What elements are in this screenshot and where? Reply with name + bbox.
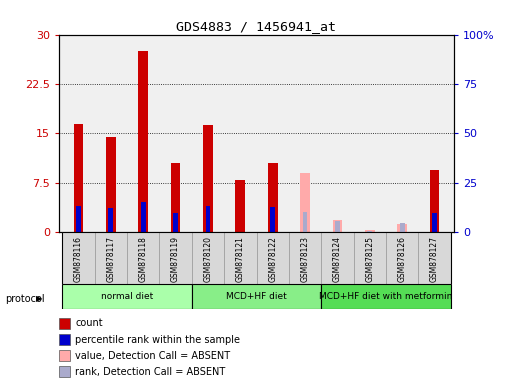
Bar — [432, 213, 437, 232]
Bar — [367, 231, 372, 232]
Bar — [300, 173, 310, 232]
Text: value, Detection Call = ABSENT: value, Detection Call = ABSENT — [75, 351, 230, 361]
Bar — [73, 124, 83, 232]
Text: GSM878124: GSM878124 — [333, 237, 342, 283]
Bar — [235, 180, 245, 232]
Bar — [303, 212, 307, 232]
Bar — [365, 230, 374, 232]
Bar — [256, 232, 289, 284]
Bar — [289, 232, 321, 284]
Bar — [62, 232, 94, 284]
Text: GSM878116: GSM878116 — [74, 237, 83, 283]
Text: GSM878120: GSM878120 — [204, 237, 212, 283]
Text: GSM878127: GSM878127 — [430, 237, 439, 283]
Bar — [173, 213, 178, 232]
Bar — [206, 205, 210, 232]
Text: rank, Detection Call = ABSENT: rank, Detection Call = ABSENT — [75, 367, 226, 377]
Bar — [224, 232, 256, 284]
Bar — [192, 284, 321, 309]
Text: count: count — [75, 318, 103, 328]
Bar — [139, 51, 148, 232]
Bar — [141, 202, 146, 232]
Bar — [386, 232, 419, 284]
Bar — [108, 208, 113, 232]
Bar — [321, 232, 353, 284]
Text: MCD+HF diet with metformin: MCD+HF diet with metformin — [319, 292, 452, 301]
Text: GSM878119: GSM878119 — [171, 237, 180, 283]
Bar — [321, 284, 451, 309]
Bar — [171, 163, 181, 232]
Bar — [419, 232, 451, 284]
Text: GSM878122: GSM878122 — [268, 237, 277, 282]
Bar — [76, 205, 81, 232]
Bar — [106, 137, 115, 232]
Bar — [400, 223, 405, 232]
Text: GSM878117: GSM878117 — [106, 237, 115, 283]
Bar — [430, 170, 440, 232]
Bar — [335, 222, 340, 232]
Text: MCD+HF diet: MCD+HF diet — [226, 292, 287, 301]
Bar — [94, 232, 127, 284]
Bar — [127, 232, 160, 284]
Title: GDS4883 / 1456941_at: GDS4883 / 1456941_at — [176, 20, 337, 33]
Bar — [203, 125, 213, 232]
Text: GSM878118: GSM878118 — [139, 237, 148, 282]
Text: percentile rank within the sample: percentile rank within the sample — [75, 334, 241, 344]
Bar — [398, 224, 407, 232]
Text: GSM878121: GSM878121 — [236, 237, 245, 282]
Text: GSM878125: GSM878125 — [365, 237, 374, 283]
Bar — [62, 284, 192, 309]
Bar — [270, 207, 275, 232]
Text: GSM878123: GSM878123 — [301, 237, 309, 283]
Bar — [268, 163, 278, 232]
Text: protocol: protocol — [5, 294, 45, 304]
Text: ▶: ▶ — [35, 294, 42, 303]
Bar — [332, 220, 342, 232]
Bar — [160, 232, 192, 284]
Bar — [353, 232, 386, 284]
Text: normal diet: normal diet — [101, 292, 153, 301]
Bar — [192, 232, 224, 284]
Text: GSM878126: GSM878126 — [398, 237, 407, 283]
